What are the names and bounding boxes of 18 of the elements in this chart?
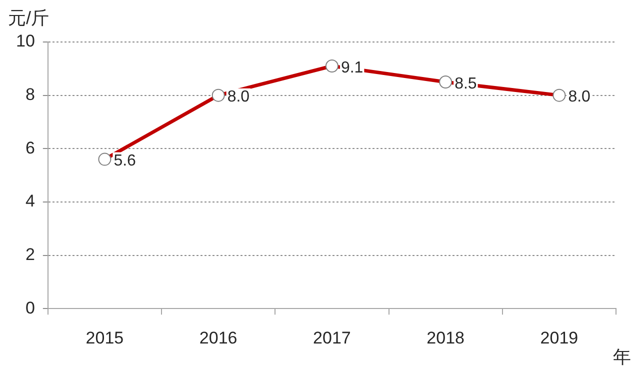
y-tick-label: 0 (25, 298, 35, 318)
data-label: 8.5 (454, 75, 477, 92)
data-label: 8.0 (227, 88, 250, 106)
y-tick-label: 6 (25, 138, 35, 158)
x-tick-label: 2018 (426, 328, 464, 348)
y-tick-label: 10 (16, 32, 35, 51)
data-label: 8.0 (568, 88, 591, 106)
x-tick-label: 2016 (199, 328, 238, 348)
x-tick-label: 2015 (86, 328, 124, 348)
y-tick-label: 2 (25, 244, 35, 264)
y-tick-label: 4 (25, 192, 35, 211)
x-axis-title: 年 (613, 346, 631, 367)
y-axis-title: 元/斤 (8, 8, 50, 28)
x-tick-label: 2019 (540, 328, 578, 348)
data-label: 9.1 (340, 59, 364, 76)
x-tick-label: 2017 (313, 328, 351, 348)
data-label: 5.6 (114, 152, 136, 170)
y-tick-label: 8 (25, 85, 35, 104)
